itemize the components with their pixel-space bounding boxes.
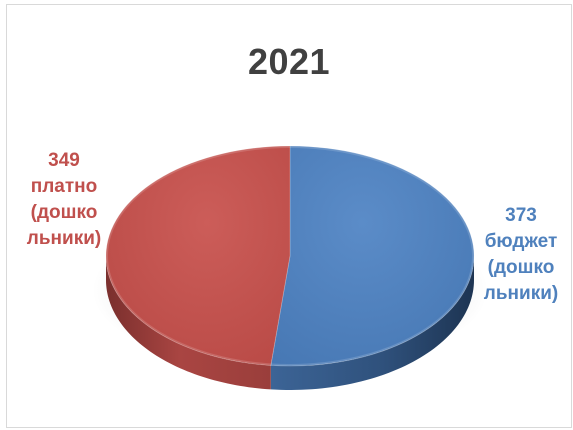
pie-rim-highlight: [106, 146, 474, 366]
slice-label-platno: 349 платно (дошко льники): [10, 148, 118, 252]
slice-label-line: (дошко: [30, 202, 98, 223]
slice-budget: [270, 145, 475, 367]
slice-label-line: льники): [26, 228, 102, 249]
slice-label-line: 349: [48, 150, 80, 171]
slice-label-line: платно: [30, 176, 98, 197]
slice-platno: [105, 145, 291, 366]
slice-label-line: 373: [505, 205, 537, 226]
chart-title: 2021: [247, 41, 331, 82]
slice-budget-side: [270, 256, 474, 390]
slice-platno-side: [106, 256, 271, 390]
slice-label-line: (дошко: [487, 257, 555, 278]
slice-label-budget: 373 бюджет (дошко льники): [466, 203, 573, 307]
slice-label-line: бюджет: [484, 231, 558, 252]
slice-label-line: льники): [483, 283, 559, 304]
